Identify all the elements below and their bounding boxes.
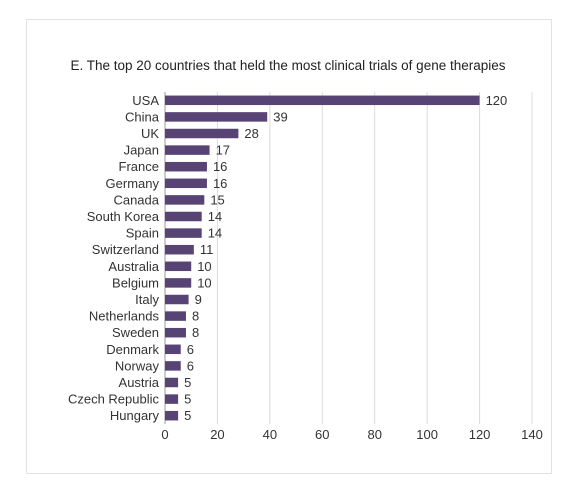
bars: USA 120 China 39 UK 28 Japan 17 France 16 Germany 1… [68, 93, 507, 423]
bar [165, 311, 186, 321]
category-label: Denmark [106, 342, 159, 357]
value-label: 5 [184, 375, 191, 390]
value-label: 15 [210, 192, 224, 207]
chart-card [26, 19, 552, 474]
value-label: 28 [244, 126, 258, 141]
value-label: 17 [216, 143, 230, 158]
bar [165, 161, 207, 172]
chart-title: E. The top 20 countries that held the mo… [71, 58, 506, 73]
bar [165, 95, 480, 106]
bar [165, 294, 189, 305]
category-label: Belgium [112, 275, 159, 290]
category-label: South Korea [87, 209, 160, 224]
bar [165, 195, 205, 205]
gridlines [164, 92, 533, 424]
category-label: Netherlands [89, 309, 160, 324]
value-label: 16 [213, 176, 227, 191]
bar [165, 244, 194, 255]
value-label: 5 [184, 408, 191, 423]
bar [165, 394, 179, 404]
bar [165, 211, 202, 222]
value-label: 8 [192, 309, 199, 324]
value-label: 9 [195, 292, 202, 307]
bar [165, 261, 192, 272]
category-label: Spain [126, 226, 159, 241]
bar [165, 361, 181, 371]
x-tick-label: 20 [210, 427, 224, 442]
bar [165, 278, 192, 288]
value-label: 10 [197, 275, 211, 290]
category-label: China [125, 109, 160, 124]
bar [165, 377, 179, 388]
x-tick-label: 40 [263, 427, 277, 442]
value-label: 14 [208, 209, 222, 224]
bar [165, 344, 181, 355]
value-label: 8 [192, 325, 199, 340]
x-axis-ticks: 0 20 40 60 80 100 120 140 [161, 427, 542, 442]
category-label: Norway [115, 358, 160, 373]
value-label: 14 [208, 226, 222, 241]
x-tick-label: 140 [521, 427, 543, 442]
bar [165, 410, 179, 421]
x-tick-label: 120 [469, 427, 491, 442]
category-label: Hungary [110, 408, 160, 423]
x-tick-label: 0 [161, 427, 168, 442]
category-label: Austria [119, 375, 160, 390]
category-label: Germany [106, 176, 160, 191]
category-label: Switzerland [92, 242, 159, 257]
value-label: 39 [273, 109, 287, 124]
value-label: 6 [187, 358, 194, 373]
x-tick-label: 100 [416, 427, 438, 442]
value-label: 6 [187, 342, 194, 357]
category-label: USA [132, 93, 159, 108]
category-label: France [119, 159, 159, 174]
bar [165, 228, 202, 238]
category-label: Italy [135, 292, 159, 307]
bar [165, 145, 210, 155]
x-tick-label: 60 [315, 427, 329, 442]
category-label: Sweden [112, 325, 159, 340]
bar [165, 327, 186, 338]
x-tick-label: 80 [367, 427, 381, 442]
bar [165, 112, 268, 122]
value-label: 120 [486, 93, 508, 108]
category-label: Czech Republic [68, 392, 160, 407]
value-label: 11 [200, 242, 214, 257]
value-label: 10 [197, 259, 211, 274]
value-label: 16 [213, 159, 227, 174]
bar [165, 128, 239, 139]
bar [165, 178, 207, 189]
value-label: 5 [184, 392, 191, 407]
category-label: Canada [113, 192, 159, 207]
category-label: Australia [108, 259, 159, 274]
category-label: Japan [124, 143, 159, 158]
category-label: UK [141, 126, 159, 141]
